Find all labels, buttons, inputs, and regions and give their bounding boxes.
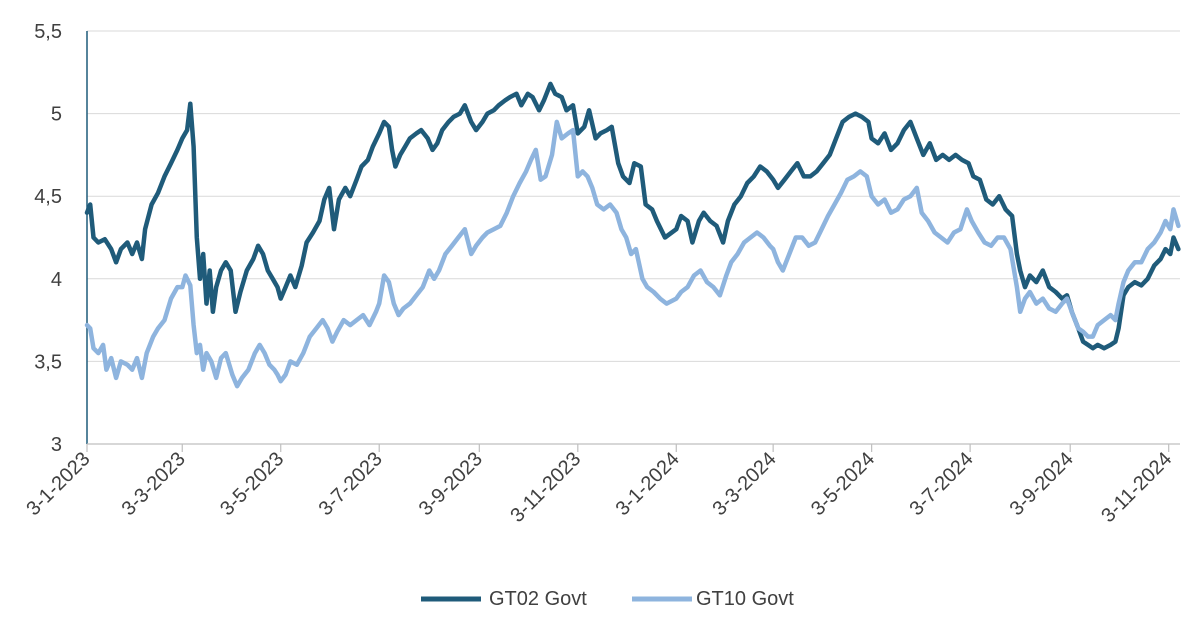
- series-lines: [84, 81, 1181, 389]
- x-tick-label: 3-3-2023: [118, 448, 190, 520]
- y-tick-label: 4,5: [34, 186, 62, 208]
- x-tick-label: 3-5-2023: [216, 448, 288, 520]
- series-line-gt02: [84, 81, 1181, 351]
- series-line-gt10: [84, 119, 1181, 389]
- axes: [86, 31, 1180, 452]
- y-tick-label: 5,5: [34, 21, 62, 43]
- x-tick-label: 3-7-2024: [905, 448, 977, 520]
- grid-lines: [87, 30, 1180, 362]
- x-tick-label: 3-11-2023: [506, 448, 585, 527]
- y-tick-label: 4: [51, 269, 62, 291]
- legend: GT02 Govt GT10 Govt: [421, 588, 794, 610]
- x-tick-labels: 3-1-2023 3-3-2023 3-5-2023 3-7-2023 3-9-2023…: [22, 448, 1176, 527]
- x-tick-label: 3-5-2024: [807, 448, 879, 520]
- y-tick-label: 3,5: [34, 351, 62, 373]
- x-tick-label: 3-1-2024: [612, 448, 684, 520]
- legend-label: GT10 Govt: [696, 588, 794, 610]
- y-tick-label: 3: [51, 434, 62, 456]
- y-tick-labels: 3 3,5 4 4,5 5 5,5: [34, 21, 62, 456]
- y-tick-label: 5: [51, 104, 62, 126]
- x-tick-label: 3-7-2023: [315, 448, 387, 520]
- x-tick-label: 3-9-2024: [1006, 448, 1078, 520]
- x-tick-label: 3-3-2024: [709, 448, 781, 520]
- legend-label: GT02 Govt: [489, 588, 587, 610]
- x-tick-label: 3-9-2023: [415, 448, 487, 520]
- x-tick-label: 3-1-2023: [22, 448, 94, 520]
- x-tick-label: 3-11-2024: [1097, 448, 1176, 527]
